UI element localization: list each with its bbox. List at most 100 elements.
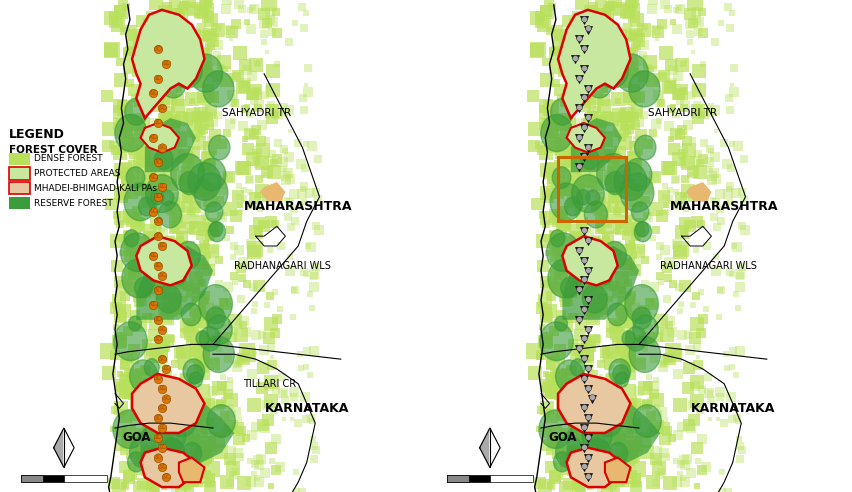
Point: [725, 9, 739, 17]
Point: [607, 486, 621, 492]
Point: [563, 448, 577, 456]
Point: [200, 186, 214, 194]
Point: [170, 197, 183, 205]
Point: [152, 177, 165, 185]
Point: [729, 189, 743, 197]
Point: [203, 483, 216, 491]
Circle shape: [199, 327, 221, 351]
Point: [170, 242, 183, 250]
Point: [596, 413, 609, 421]
Circle shape: [622, 331, 635, 346]
Point: [609, 152, 623, 160]
Point: [571, 428, 584, 435]
Point: [250, 61, 263, 69]
Point: [614, 204, 628, 212]
Point: [250, 88, 263, 95]
Point: [138, 366, 152, 374]
Point: [624, 364, 637, 372]
Point: [115, 127, 129, 135]
Point: [699, 305, 713, 313]
Point: [628, 163, 642, 171]
Point: [575, 219, 589, 227]
Point: [252, 100, 266, 108]
Point: [527, 369, 541, 377]
Circle shape: [158, 201, 181, 228]
Point: [710, 223, 723, 231]
Point: [266, 86, 279, 94]
Point: [577, 101, 590, 109]
Point: [628, 339, 642, 347]
Point: [126, 234, 140, 242]
Point: [665, 433, 679, 441]
Point: [626, 251, 640, 259]
Point: [539, 149, 553, 157]
Point: [145, 481, 158, 489]
Point: [576, 224, 590, 232]
Point: [587, 336, 601, 343]
Point: [128, 266, 141, 274]
Circle shape: [130, 360, 158, 393]
Point: [642, 335, 655, 342]
Bar: [21, 475, 64, 482]
Point: [662, 84, 676, 92]
Point: [560, 398, 573, 405]
Point: [101, 369, 115, 377]
Point: [537, 21, 550, 29]
Point: [625, 225, 638, 233]
Point: [144, 275, 158, 282]
Point: [205, 121, 219, 129]
Point: [683, 38, 697, 46]
Point: [669, 130, 682, 138]
Point: [638, 23, 652, 31]
Point: [118, 27, 131, 35]
Point: [182, 0, 196, 4]
Point: [561, 222, 575, 230]
Point: [731, 304, 745, 311]
Point: [170, 46, 184, 54]
Point: [187, 439, 201, 447]
Point: [287, 189, 301, 197]
Point: [191, 46, 204, 54]
Point: [173, 203, 187, 211]
Point: [153, 429, 166, 436]
Point: [562, 150, 576, 157]
Point: [208, 246, 222, 254]
Point: [294, 364, 308, 371]
Point: [564, 257, 578, 265]
Circle shape: [556, 360, 584, 393]
Point: [561, 290, 574, 298]
Point: [624, 320, 637, 328]
Circle shape: [188, 163, 221, 200]
Point: [172, 278, 186, 286]
Point: [164, 172, 177, 180]
Point: [546, 282, 560, 290]
Point: [169, 125, 182, 133]
Point: [118, 483, 131, 491]
Point: [573, 331, 587, 339]
Point: [250, 150, 263, 158]
Point: [164, 106, 178, 114]
Point: [670, 6, 683, 14]
Point: [547, 231, 561, 239]
Point: [616, 72, 630, 80]
Point: [625, 422, 638, 430]
Point: [134, 125, 147, 133]
Point: [581, 288, 595, 296]
Point: [561, 389, 575, 397]
Point: [204, 231, 217, 239]
Point: [550, 27, 563, 35]
Point: [661, 354, 675, 362]
Circle shape: [550, 183, 583, 221]
Point: [115, 441, 129, 449]
Point: [613, 478, 627, 486]
Point: [215, 382, 228, 390]
Point: [118, 104, 131, 112]
Point: [676, 88, 689, 95]
Point: [637, 27, 651, 34]
Point: [649, 479, 663, 487]
Point: [136, 403, 150, 411]
Point: [187, 298, 201, 306]
Point: [157, 114, 170, 122]
Point: [174, 112, 187, 120]
Point: [144, 481, 158, 489]
